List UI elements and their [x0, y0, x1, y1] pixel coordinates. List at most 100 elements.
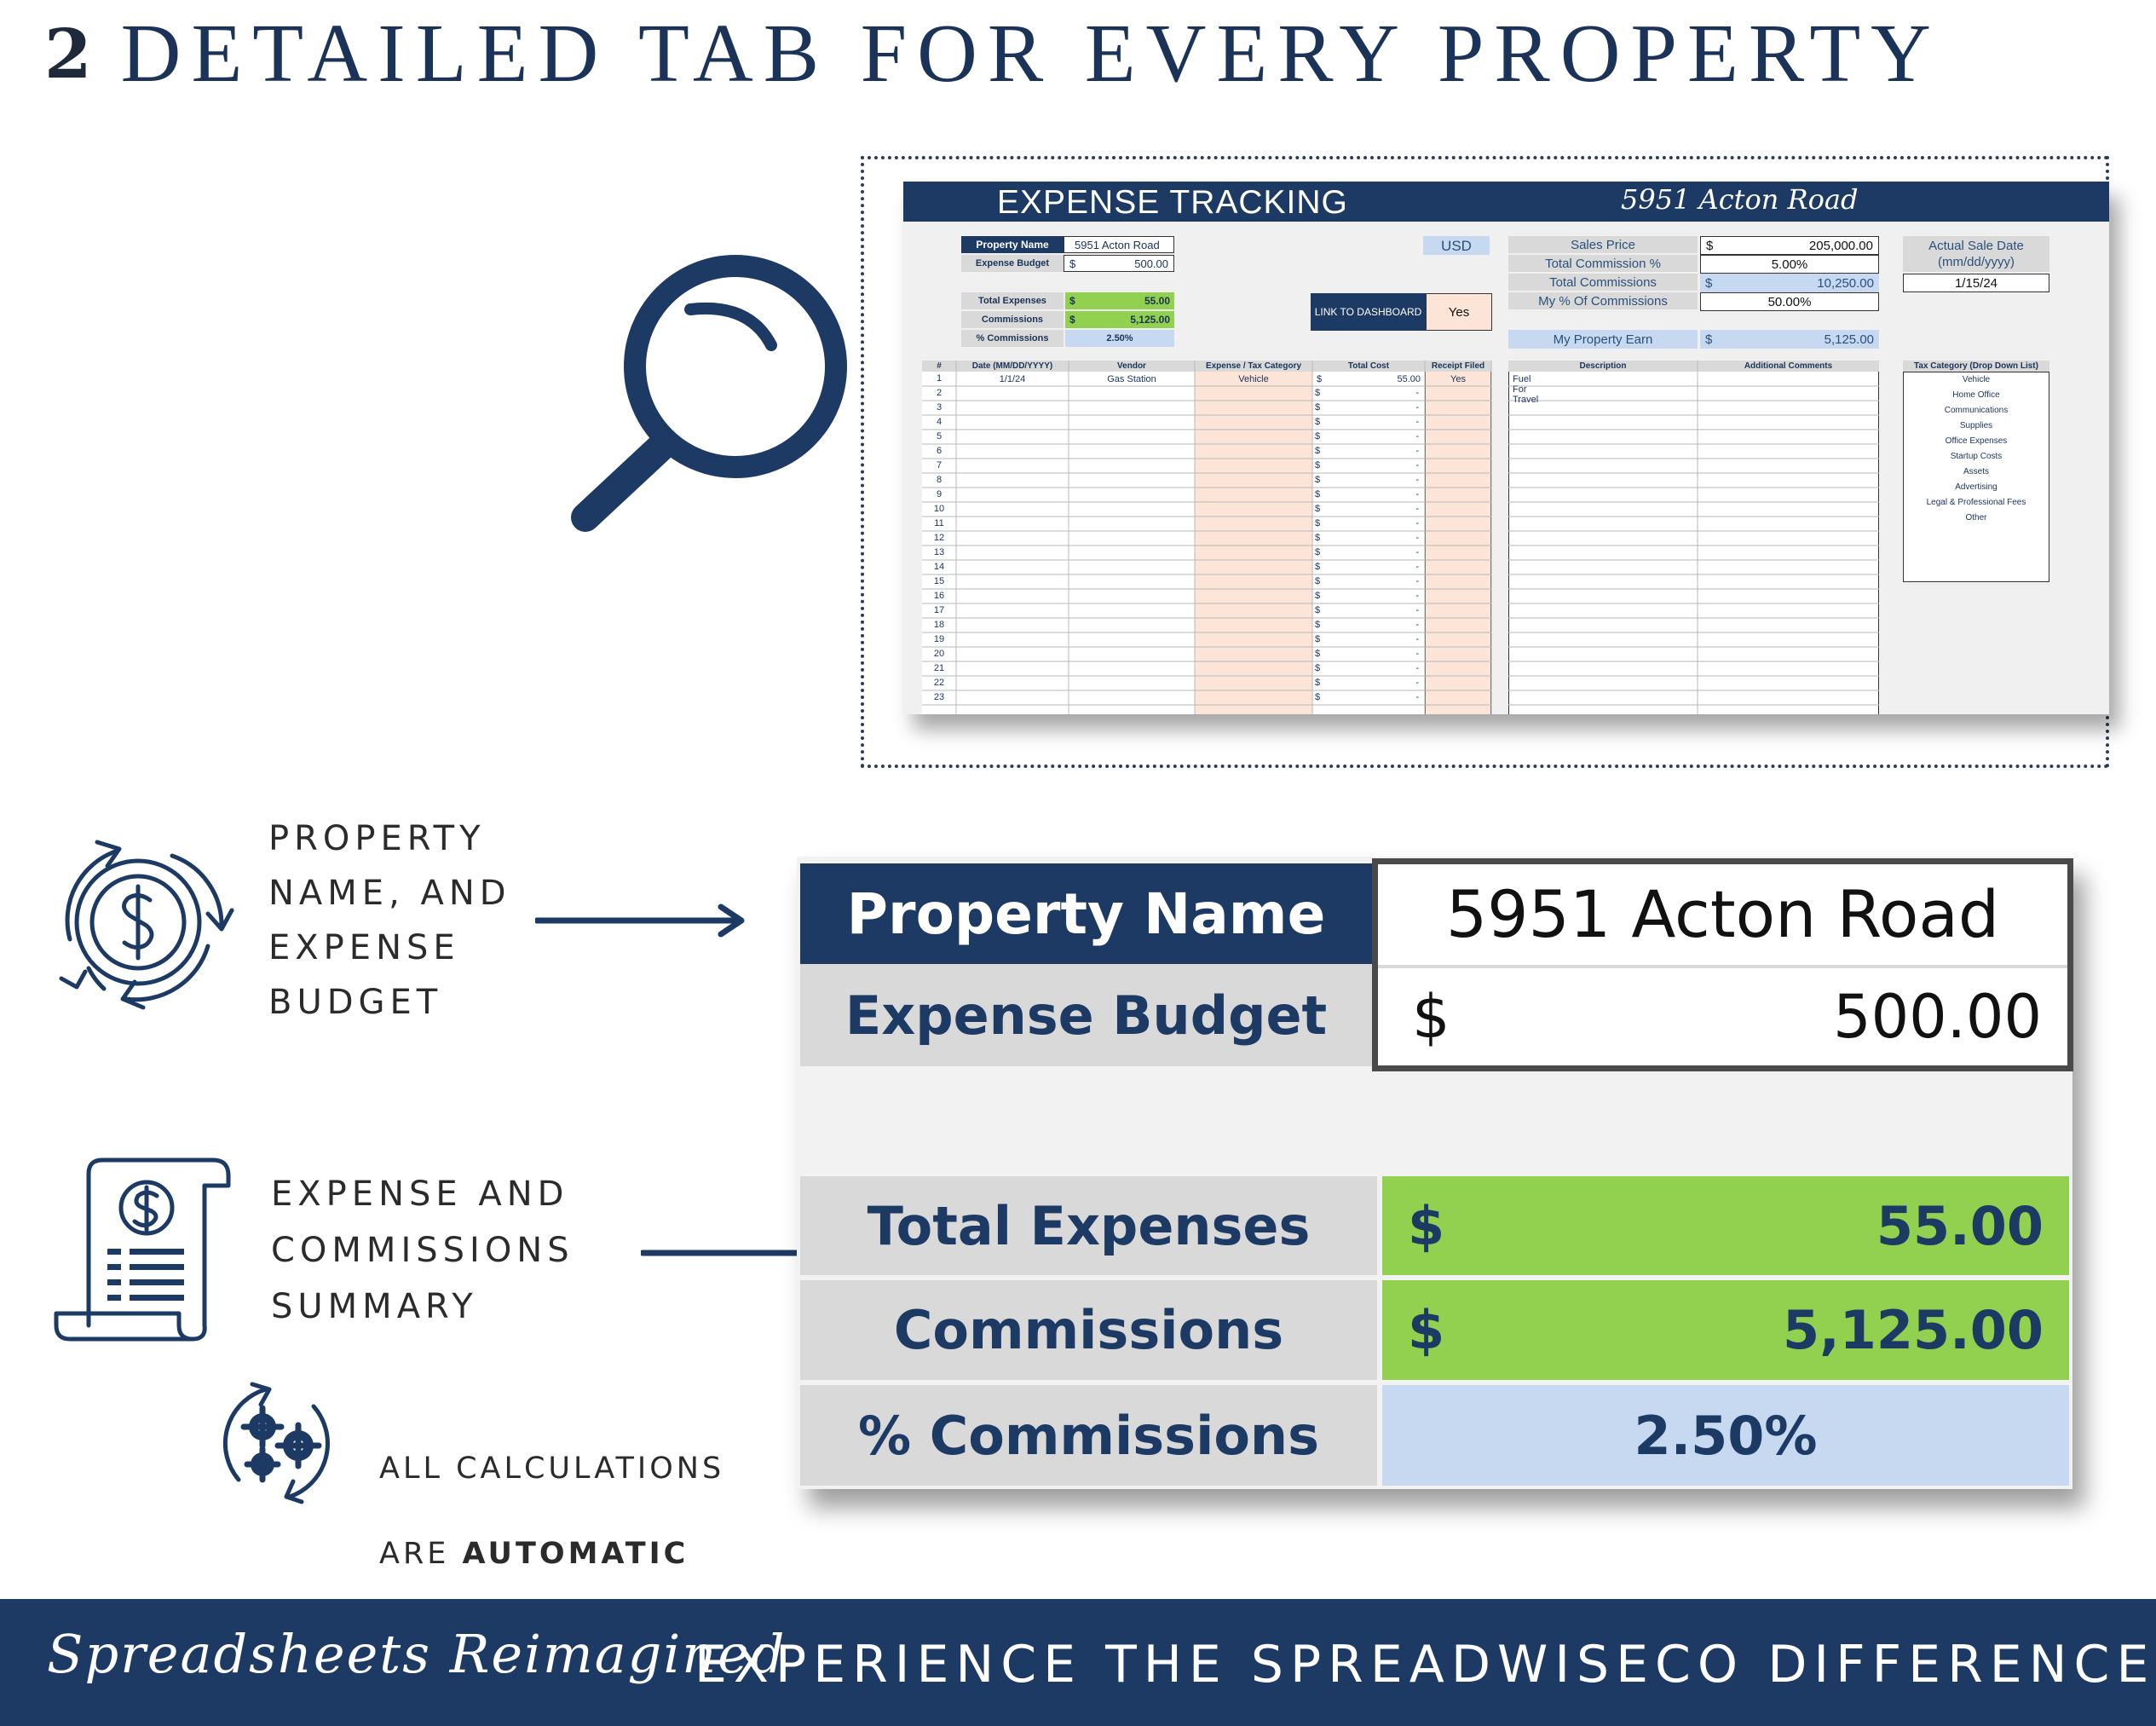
tax-category-item: Home Office: [1952, 390, 2000, 400]
total-expenses-currency: $: [1069, 295, 1075, 307]
row-currency: $: [1315, 649, 1321, 659]
col-date-header: Date (MM/DD/YYYY): [956, 361, 1069, 372]
row-currency: $: [1315, 417, 1321, 427]
row-cost[interactable]: -: [1415, 605, 1419, 615]
heading-title: DETAILED TAB FOR EVERY PROPERTY: [120, 8, 1941, 100]
footer-bar: Spreadsheets Reimagined EXPERIENCE THE S…: [0, 1599, 2156, 1726]
row-currency: $: [1315, 460, 1321, 470]
row-currency: $: [1315, 634, 1321, 644]
total-commission-pct-field[interactable]: 5.00%: [1700, 255, 1879, 274]
row-currency: $: [1315, 489, 1321, 499]
magnifier-icon: [571, 255, 847, 532]
row1-vendor[interactable]: Gas Station: [1107, 374, 1156, 384]
row-number: 20: [933, 649, 945, 659]
sale-date-label-line2: (mm/dd/yyyy): [1938, 255, 2015, 269]
row-number: 16: [933, 591, 945, 601]
arrow-right-icon: [535, 903, 745, 938]
col-num-header: #: [922, 361, 956, 372]
row1-cost[interactable]: 55.00: [1397, 374, 1421, 384]
row1-date[interactable]: 1/1/24: [999, 374, 1026, 384]
row-currency: $: [1315, 663, 1321, 673]
row-cost[interactable]: -: [1415, 692, 1419, 702]
zoom-property-name-field[interactable]: 5951 Acton Road: [1378, 864, 2067, 963]
row-cost[interactable]: -: [1415, 402, 1419, 413]
commissions-label: Commissions: [961, 311, 1064, 328]
page-heading: 2 DETAILED TAB FOR EVERY PROPERTY: [44, 7, 1941, 101]
zoom-commissions-currency: $: [1408, 1299, 1445, 1361]
row-number: 4: [936, 417, 943, 427]
sales-price-currency: $: [1706, 238, 1714, 253]
row-cost[interactable]: -: [1415, 562, 1419, 572]
row-cost[interactable]: -: [1415, 533, 1419, 543]
tax-category-item: Office Expenses: [1945, 436, 2008, 446]
row-currency: $: [1315, 504, 1321, 514]
sale-date-label-line1: Actual Sale Date: [1928, 239, 2024, 253]
col-cost-header: Total Cost: [1312, 361, 1425, 372]
sale-date-field[interactable]: 1/15/24: [1903, 274, 2049, 292]
feature-property-text: PROPERTY NAME, AND EXPENSE BUDGET: [268, 819, 511, 1022]
grid-body-right: [1508, 372, 1879, 714]
row-cost[interactable]: -: [1415, 663, 1419, 673]
expense-budget-value: 500.00: [1134, 257, 1168, 270]
row-cost[interactable]: -: [1415, 446, 1419, 456]
tax-category-item: Legal & Professional Fees: [1926, 498, 2026, 507]
my-earn-label: My Property Earn: [1508, 330, 1698, 349]
tax-category-item: Supplies: [1959, 421, 1993, 430]
row-cost[interactable]: -: [1415, 460, 1419, 470]
row-cost[interactable]: -: [1415, 475, 1419, 485]
my-earn-value: 5,125.00: [1824, 332, 1874, 347]
row-number: 2: [936, 388, 943, 398]
expense-budget-field[interactable]: $ 500.00: [1064, 255, 1174, 272]
row-cost[interactable]: -: [1415, 504, 1419, 514]
col-vendor-header: Vendor: [1069, 361, 1195, 372]
row1-receipt[interactable]: Yes: [1450, 374, 1466, 384]
link-to-dashboard-label[interactable]: LINK TO DASHBOARD: [1311, 293, 1426, 331]
col-description-header: Description: [1508, 361, 1698, 372]
heading-number: 2: [44, 14, 92, 94]
row1-description[interactable]: Fuel For Travel: [1513, 374, 1539, 405]
property-name-field[interactable]: 5951 Acton Road: [1064, 236, 1174, 253]
link-to-dashboard-select[interactable]: Yes: [1426, 293, 1492, 331]
row-number: 6: [936, 446, 943, 456]
row-currency: $: [1315, 446, 1321, 456]
row-number: 21: [933, 663, 945, 673]
tax-category-item: Advertising: [1955, 482, 1997, 492]
total-expenses-value: 55.00: [1144, 295, 1170, 307]
zoom-property-name-label: Property Name: [800, 863, 1372, 964]
dollar-cycle-icon: [59, 840, 234, 1010]
row-cost[interactable]: -: [1415, 576, 1419, 586]
zoom-expense-budget-field[interactable]: $ 500.00: [1378, 968, 2067, 1065]
total-commissions-value: 10,250.00: [1817, 275, 1874, 291]
row-cost[interactable]: -: [1415, 591, 1419, 601]
row-number: 9: [936, 489, 943, 499]
row-cost[interactable]: -: [1415, 388, 1419, 398]
row-cost[interactable]: -: [1415, 489, 1419, 499]
row-number: 14: [933, 562, 945, 572]
tax-category-item: Assets: [1963, 467, 1989, 476]
total-commission-pct-label: Total Commission %: [1508, 255, 1698, 272]
row-number: 12: [933, 533, 945, 543]
zoom-input-divider: [1378, 965, 2067, 970]
row-cost[interactable]: -: [1415, 620, 1419, 630]
row-cost[interactable]: -: [1415, 547, 1419, 557]
row-cost[interactable]: -: [1415, 634, 1419, 644]
row-cost[interactable]: -: [1415, 431, 1419, 442]
tax-category-item: Vehicle: [1962, 375, 1991, 384]
row1-category[interactable]: Vehicle: [1238, 374, 1269, 384]
sales-price-field[interactable]: $ 205,000.00: [1700, 236, 1879, 255]
total-expenses-label: Total Expenses: [961, 292, 1064, 309]
my-pct-label: My % Of Commissions: [1508, 292, 1698, 309]
sheet-banner: EXPENSE TRACKING 5951 Acton Road: [903, 182, 2109, 222]
zoomed-summary-table: Property Name Expense Budget 5951 Acton …: [797, 857, 2073, 1489]
zoom-commissions-label: Commissions: [800, 1280, 1377, 1380]
row-currency: $: [1315, 678, 1321, 688]
row-cost[interactable]: -: [1415, 649, 1419, 659]
row-currency: $: [1315, 547, 1321, 557]
sales-price-label: Sales Price: [1508, 236, 1698, 253]
row-cost[interactable]: -: [1415, 417, 1419, 427]
my-earn-value-cell: $ 5,125.00: [1700, 330, 1879, 349]
row-cost[interactable]: -: [1415, 678, 1419, 688]
my-pct-field[interactable]: 50.00%: [1700, 292, 1879, 311]
row-cost[interactable]: -: [1415, 518, 1419, 528]
row-currency: $: [1315, 692, 1321, 702]
